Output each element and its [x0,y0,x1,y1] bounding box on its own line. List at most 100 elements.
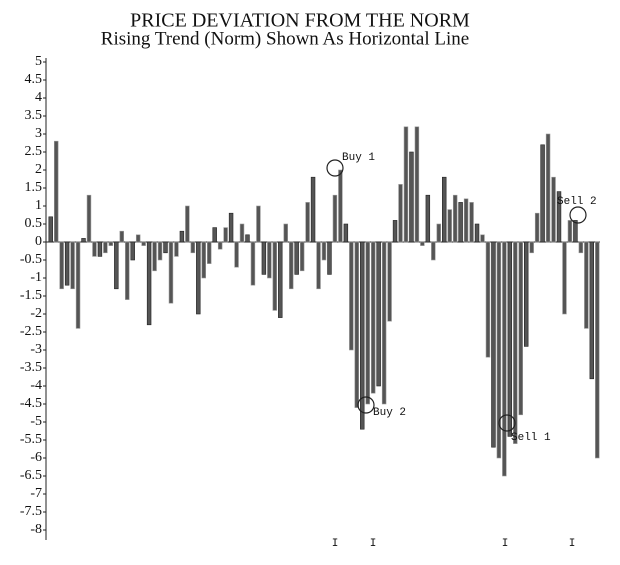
bar [168,241,174,304]
y-tick-label: -6.5 [20,468,42,483]
y-tick-label: -0.5 [20,252,42,267]
bar [53,140,59,243]
bar [578,241,584,254]
bar [425,194,431,243]
y-tick-label: 3 [35,126,42,141]
bar [207,241,212,264]
bar [146,241,152,326]
bar [496,241,502,459]
y-tick-label: 4 [35,90,42,105]
bar [130,241,135,261]
y-tick-label: 0 [35,234,42,249]
y-tick-label: -4 [30,378,42,393]
bar [360,241,365,430]
bar [469,202,474,243]
bar [485,241,491,358]
y-tick-label: -8 [30,522,42,537]
bar [97,241,103,257]
bar [452,194,458,243]
y-tick-label: -2.5 [20,324,42,339]
bar [338,169,343,243]
bar [48,216,53,243]
bar [589,241,595,380]
bar [502,241,507,477]
y-tick-label: -3.5 [20,360,42,375]
y-tick-label: 2.5 [25,144,43,159]
bar [223,227,228,243]
bar [59,241,64,290]
annotation: Sell 1 [511,432,551,444]
bar [190,241,196,254]
annotation: Buy 1 [342,152,375,164]
y-tick-label: -7.5 [20,504,42,519]
y-tick-label: 1.5 [25,180,43,195]
y-tick-label: -3 [30,342,42,357]
bar [92,241,97,257]
bar [234,241,239,268]
bar [507,241,513,437]
bar [283,223,288,243]
bar [349,241,354,351]
bar [135,234,141,243]
bar [64,241,70,286]
bar [125,241,130,300]
annotation-circle [357,396,375,414]
bar [545,133,551,243]
bar [288,241,294,290]
bar [480,234,485,243]
bar [529,241,534,254]
bar [327,241,332,275]
bar [267,241,272,279]
annotation: Buy 2 [373,407,406,419]
annotation: I [332,538,339,550]
bar [343,223,349,243]
bar [278,241,283,318]
bar [376,241,381,387]
y-tick-label: -1.5 [20,288,42,303]
bar [442,176,447,243]
bar [185,205,190,243]
bar [409,151,414,243]
bar [316,241,321,290]
bar [436,223,441,243]
bar [174,241,179,257]
bar [196,241,201,315]
bar [491,241,496,448]
y-tick-label: -5 [30,414,42,429]
bar [562,241,567,315]
annotation-circle [569,206,587,224]
bar [524,241,529,347]
annotation-circle [326,159,344,177]
y-tick-label: -7 [30,486,42,501]
bar [152,241,157,272]
y-tick-label: 4.5 [25,72,43,87]
y-tick-label: -5.5 [20,432,42,447]
bar [387,241,392,322]
annotation: I [569,538,576,550]
bar [228,212,234,243]
bar [245,234,250,243]
bar [584,241,589,329]
bar [513,241,518,444]
bar [551,176,556,243]
bar [414,126,420,243]
bar [239,223,245,243]
bar [463,198,469,243]
annotation-circle [498,414,516,432]
y-tick-label: 5 [35,54,42,69]
bar [81,238,86,243]
bar [310,176,316,243]
y-tick-label: 2 [35,162,42,177]
bar [392,220,398,243]
bar [114,241,119,290]
bar [431,241,436,261]
bar [420,241,425,246]
annotation: I [370,538,377,550]
bar [305,202,310,243]
bar [299,241,305,272]
bar [474,223,480,243]
y-tick-label: 1 [35,198,42,213]
bar [518,241,523,416]
bar [567,220,573,243]
